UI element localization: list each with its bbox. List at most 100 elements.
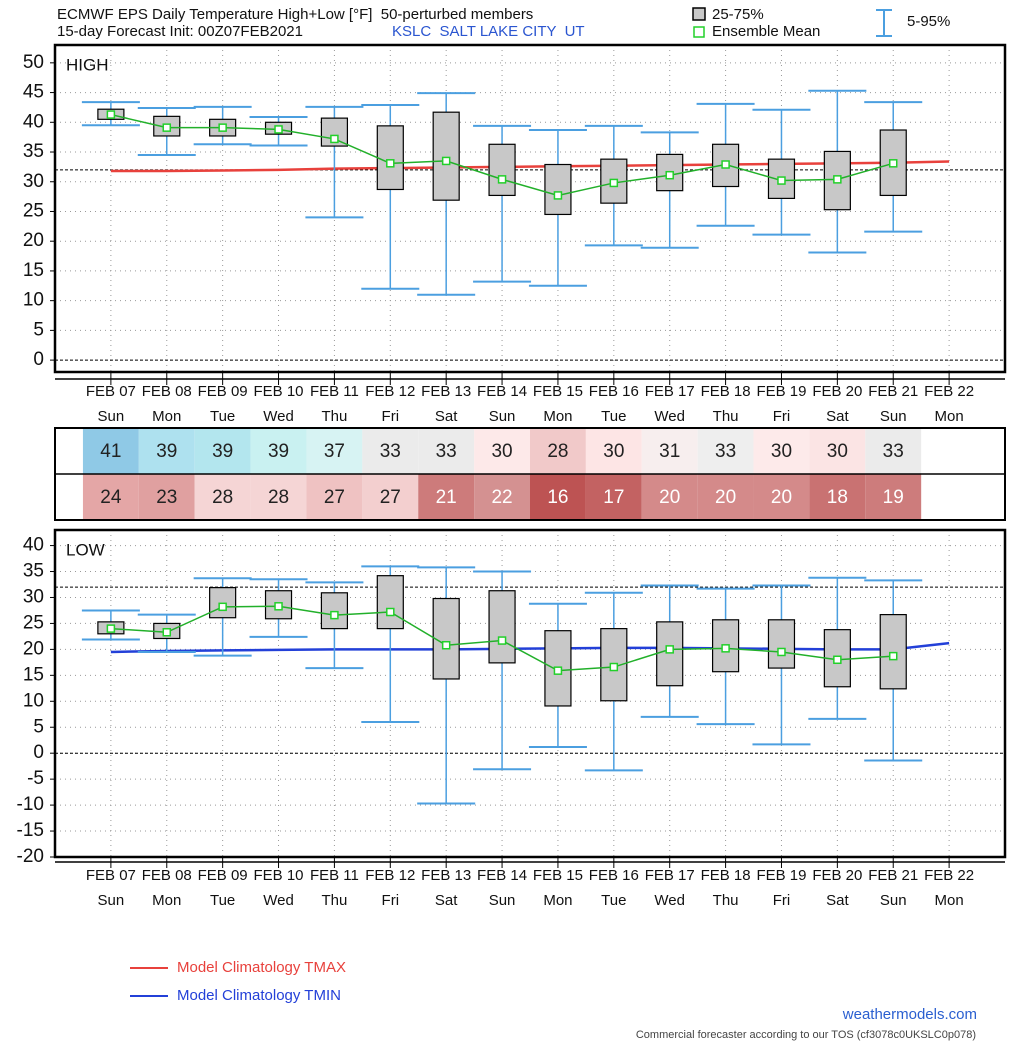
box	[656, 621, 684, 687]
table-value: 24	[100, 487, 122, 508]
table-value: 30	[771, 441, 792, 462]
table-cell	[585, 428, 642, 474]
weekday-label: Mon	[152, 408, 181, 425]
y-tick-label: 5	[33, 716, 44, 737]
mean-marker	[777, 647, 786, 657]
legend-tmin: Model Climatology TMIN	[177, 987, 341, 1004]
x-tick-label: FEB 10	[254, 867, 304, 884]
x-tick-label: FEB 12	[365, 867, 415, 884]
table-value: 28	[212, 487, 233, 508]
weekday-label: Tue	[601, 408, 626, 425]
mean-marker	[721, 644, 730, 653]
table-value: 16	[547, 487, 568, 508]
y-tick-label: 35	[23, 141, 44, 162]
table-cell	[530, 474, 586, 520]
plot-frame	[55, 530, 1005, 857]
mean-marker	[106, 624, 116, 633]
y-tick-label: 15	[23, 664, 44, 685]
table-value: 39	[156, 441, 177, 462]
weekday-label: Mon	[935, 408, 964, 425]
box	[879, 129, 907, 197]
x-tick-label: FEB 20	[812, 867, 862, 884]
table-cell	[250, 474, 307, 520]
x-tick-label: FEB 13	[421, 867, 471, 884]
weekday-label: Fri	[773, 892, 791, 909]
x-tick-label: FEB 07	[86, 867, 136, 884]
weekday-label: Sun	[489, 892, 516, 909]
table-value: 20	[771, 487, 792, 508]
table-value: 30	[827, 441, 848, 462]
weekday-label: Tue	[210, 892, 235, 909]
y-tick-label: 25	[23, 200, 44, 221]
y-tick-label: 10	[23, 690, 44, 711]
x-tick-label: FEB 21	[868, 867, 918, 884]
table-cell	[306, 428, 363, 474]
weekday-label: Sun	[98, 892, 125, 909]
x-tick-label: FEB 15	[533, 867, 583, 884]
table-value: 41	[100, 441, 121, 462]
mean-marker	[609, 178, 619, 188]
table-cell	[753, 428, 810, 474]
table-value: 39	[212, 441, 233, 462]
y-tick-label: -10	[17, 794, 44, 815]
x-tick-label: FEB 14	[477, 383, 527, 400]
x-tick-label: FEB 07	[86, 383, 136, 400]
mean-marker	[497, 175, 507, 184]
mean-marker	[441, 156, 451, 166]
y-tick-label: 20	[23, 638, 44, 659]
x-tick-label: FEB 12	[365, 383, 415, 400]
mean-marker	[218, 123, 227, 132]
table-value: 23	[156, 487, 177, 508]
table-cell	[138, 474, 195, 520]
table-value: 22	[491, 487, 512, 508]
legend-whisker-icon	[876, 9, 892, 37]
y-tick-label: 45	[23, 82, 44, 103]
mean-marker	[106, 110, 116, 119]
table-cell	[250, 428, 307, 474]
table-cell	[697, 474, 754, 520]
x-tick-label: FEB 11	[310, 383, 359, 400]
table-cell	[418, 428, 475, 474]
mean-marker	[888, 159, 898, 168]
weekday-label: Tue	[601, 892, 626, 909]
table-value: 37	[324, 441, 345, 462]
mean-marker	[386, 159, 395, 168]
box	[320, 592, 349, 630]
table-value: 39	[268, 441, 289, 462]
table-cell	[641, 428, 698, 474]
table-cell	[585, 474, 642, 520]
legend-box: 25-75%	[712, 6, 764, 23]
mean-marker	[162, 123, 172, 132]
weekday-label: Thu	[713, 408, 739, 425]
table-cell	[362, 428, 419, 474]
x-tick-label: FEB 19	[756, 867, 806, 884]
x-tick-label: FEB 16	[589, 867, 639, 884]
y-tick-label: 15	[23, 260, 44, 281]
mean-marker	[833, 175, 842, 184]
weekday-label: Mon	[935, 892, 964, 909]
climatology-line	[110, 160, 950, 173]
x-tick-label: FEB 19	[756, 383, 806, 400]
table-cell	[865, 474, 922, 520]
table-cell	[474, 428, 530, 474]
table-value: 21	[436, 487, 457, 508]
weekday-label: Sat	[435, 408, 458, 425]
y-tick-label: 50	[23, 52, 44, 73]
weekday-label: Tue	[210, 408, 235, 425]
table-cell	[82, 428, 139, 474]
weekday-label: Thu	[321, 408, 347, 425]
mean-marker	[497, 636, 507, 645]
table-cell	[194, 428, 251, 474]
table-cell	[138, 428, 195, 474]
table-value: 20	[659, 487, 680, 508]
plot-frame	[55, 45, 1005, 372]
table-value: 30	[491, 441, 512, 462]
legend-tmax: Model Climatology TMAX	[177, 959, 346, 976]
legend-mean: Ensemble Mean	[712, 23, 820, 40]
table-value: 31	[659, 441, 680, 462]
legend-whisker: 5-95%	[907, 13, 950, 30]
box	[767, 619, 796, 669]
weekday-label: Fri	[382, 408, 400, 425]
x-tick-label: FEB 15	[533, 383, 583, 400]
box	[376, 125, 404, 191]
